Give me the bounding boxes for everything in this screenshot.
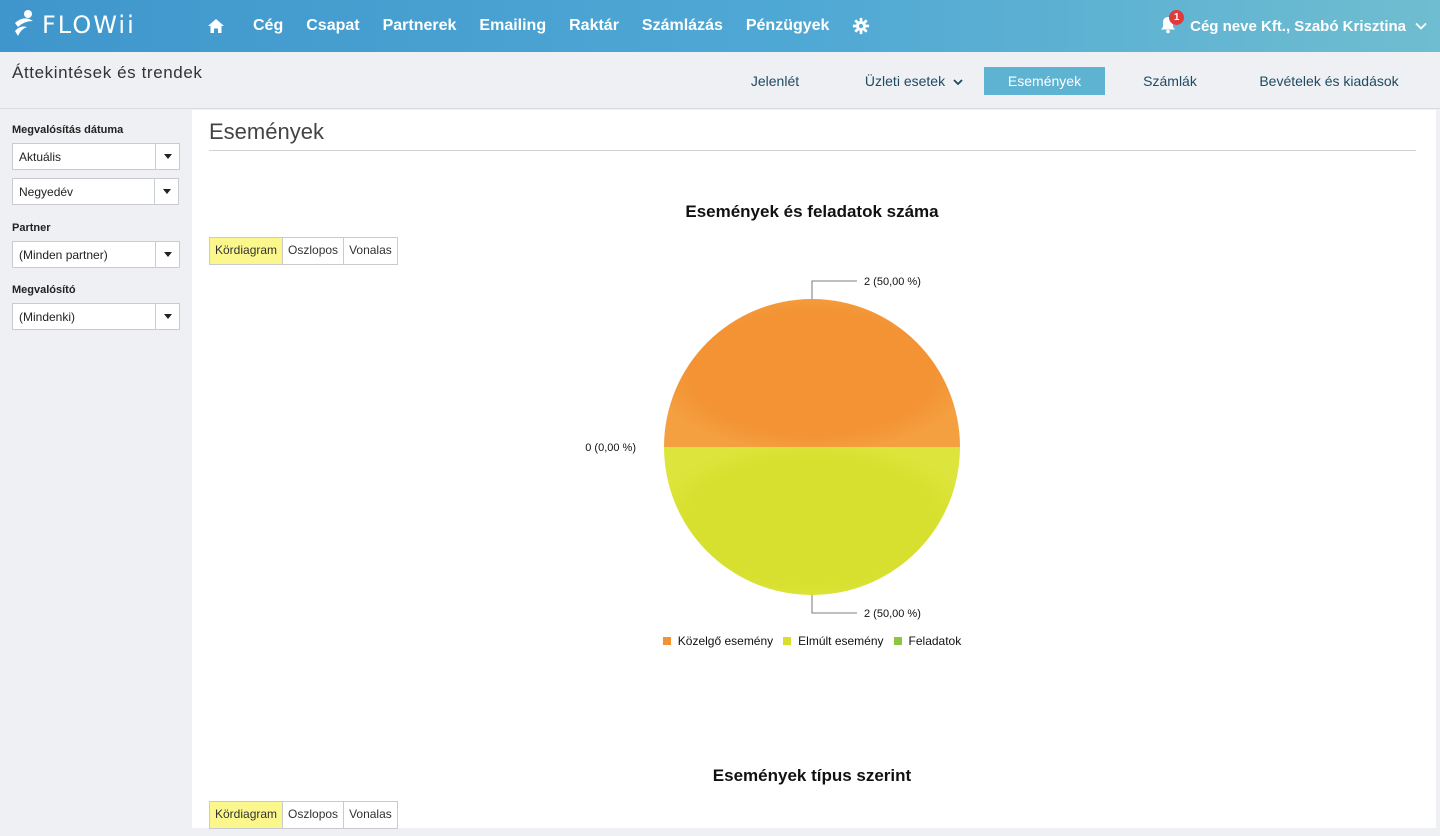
bell-icon[interactable]: 1 [1160, 10, 1185, 36]
nav-item-partnerek[interactable]: Partnerek [382, 17, 457, 34]
chart-type-bar-button[interactable]: Oszlopos [283, 802, 345, 828]
page-edge [1436, 110, 1440, 836]
tab-label: Jelenlét [750, 73, 800, 89]
nav-item-emailing[interactable]: Emailing [479, 17, 547, 34]
pie-leader-line [811, 280, 857, 299]
legend-item-tasks[interactable]: Feladatok [893, 634, 962, 648]
chevron-down-icon [953, 79, 963, 86]
partner-value: (Minden partner) [19, 248, 108, 262]
chevron-down-icon[interactable] [1414, 19, 1428, 33]
legend-label: Feladatok [908, 634, 962, 648]
date-range-value: Aktuális [19, 150, 62, 164]
legend-label: Elmúlt esemény [798, 634, 884, 648]
tab-label: Számlák [1143, 73, 1197, 89]
nav-item-raktar[interactable]: Raktár [569, 17, 619, 34]
period-select[interactable]: Negyedév [12, 178, 179, 205]
sub-header: Áttekintések és trendek Jelenlét Üzleti … [0, 52, 1440, 109]
tab-uzleti-esetek[interactable]: Üzleti esetek [852, 67, 976, 95]
page-title: Áttekintések és trendek [12, 63, 203, 82]
gear-icon[interactable] [852, 17, 870, 35]
tab-label: Bevételek és kiadások [1259, 73, 1399, 89]
tab-szamlak[interactable]: Számlák [1130, 67, 1210, 95]
legend-item-past[interactable]: Elmúlt esemény [783, 634, 884, 648]
second-chart-title: Események típus szerint [712, 766, 912, 785]
user-menu-label[interactable]: Cég neve Kft., Szabó Krisztina [1190, 17, 1406, 35]
chart-legend: Közelgő esemény Elmúlt esemény Feladatok [192, 634, 1432, 648]
tab-label: Üzleti esetek [864, 73, 946, 89]
nav-item-szamlazas[interactable]: Számlázás [641, 17, 723, 34]
caret-down-icon [155, 304, 179, 329]
chart-type-bar-button[interactable]: Oszlopos [283, 238, 345, 264]
chart-title: Események és feladatok száma [685, 202, 939, 221]
pie-data-label: 2 (50,00 %) [864, 608, 921, 620]
report-tabs: Jelenlét Üzleti esetek Események Számlák… [0, 67, 1440, 95]
pie-data-label: 2 (50,00 %) [864, 276, 921, 288]
partner-select[interactable]: (Minden partner) [12, 241, 180, 268]
title-divider [209, 150, 1416, 151]
main-content: Események Események és feladatok száma K… [192, 110, 1436, 829]
pie-slice-upcoming[interactable] [664, 299, 960, 447]
owner-select[interactable]: (Mindenki) [12, 303, 180, 330]
caret-down-icon [154, 179, 178, 204]
legend-label: Közelgő esemény [677, 634, 774, 648]
chart-type-line-button[interactable]: Vonalas [349, 807, 392, 821]
pie-slice-past[interactable] [664, 447, 960, 595]
owner-filter-label: Megvalósító [12, 284, 76, 296]
partner-filter-label: Partner [12, 222, 51, 234]
nav-item-penzugyek[interactable]: Pénzügyek [745, 17, 830, 34]
legend-item-upcoming[interactable]: Közelgő esemény [662, 634, 774, 648]
second-chart-type-switch: Kördiagram Oszlopos Vonalas [209, 801, 398, 829]
legend-swatch [893, 637, 902, 645]
chart-type-pie-button[interactable]: Kördiagram [210, 802, 284, 828]
owner-value: (Mindenki) [19, 310, 76, 324]
nav-item-csapat[interactable]: Csapat [306, 17, 360, 34]
tab-label: Események [1007, 73, 1082, 89]
logo-text: FLOWii [42, 11, 136, 39]
tab-jelenlet[interactable]: Jelenlét [736, 67, 814, 95]
flowii-logo[interactable]: FLOWii [12, 9, 136, 41]
pie-chart: 2 (50,00 %) 2 (50,00 %) 0 (0,00 %) [585, 276, 960, 620]
legend-swatch [783, 637, 792, 645]
nav-item-ceg[interactable]: Cég [253, 17, 284, 34]
main-nav: Cég Csapat Partnerek Emailing Raktár Szá… [205, 0, 870, 52]
legend-swatch [662, 637, 671, 645]
chart-type-switch: Kördiagram Oszlopos Vonalas [209, 237, 398, 265]
caret-down-icon [155, 242, 179, 267]
user-area: 1 Cég neve Kft., Szabó Krisztina [1160, 0, 1428, 52]
period-value: Negyedév [19, 185, 74, 199]
pie-data-label: 0 (0,00 %) [585, 442, 636, 454]
flowii-logo-icon [15, 10, 33, 36]
pie-leader-line [811, 595, 857, 614]
date-range-select[interactable]: Aktuális [12, 143, 180, 170]
tab-esemenyek[interactable]: Események [984, 67, 1105, 95]
home-icon[interactable] [205, 15, 227, 37]
top-navigation-bar: FLOWii Cég Csapat Partnerek Emailing Rak… [0, 0, 1440, 52]
chart-type-pie-button[interactable]: Kördiagram [210, 238, 284, 264]
section-title: Események [209, 119, 324, 144]
chart-type-line-button[interactable]: Vonalas [349, 243, 392, 257]
filter-sidebar: Megvalósítás dátuma Aktuális Negyedév Pa… [0, 110, 192, 836]
tab-bevetelek-es-kiadasok[interactable]: Bevételek és kiadások [1250, 67, 1408, 95]
notification-badge: 1 [1169, 10, 1185, 25]
caret-down-icon [155, 144, 179, 169]
date-filter-label: Megvalósítás dátuma [12, 124, 124, 136]
